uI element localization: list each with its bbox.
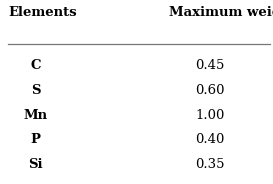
Text: Mn: Mn [23,109,48,122]
Text: 0.35: 0.35 [195,158,225,171]
Text: C: C [30,59,41,72]
Text: P: P [31,133,40,146]
Text: S: S [31,84,40,97]
Text: 1.00: 1.00 [195,109,225,122]
Text: Maximum weight %: Maximum weight % [169,6,273,19]
Text: 0.60: 0.60 [195,84,225,97]
Text: 0.45: 0.45 [195,59,225,72]
Text: Si: Si [28,158,43,171]
Text: Elements: Elements [8,6,77,19]
Text: 0.40: 0.40 [195,133,225,146]
